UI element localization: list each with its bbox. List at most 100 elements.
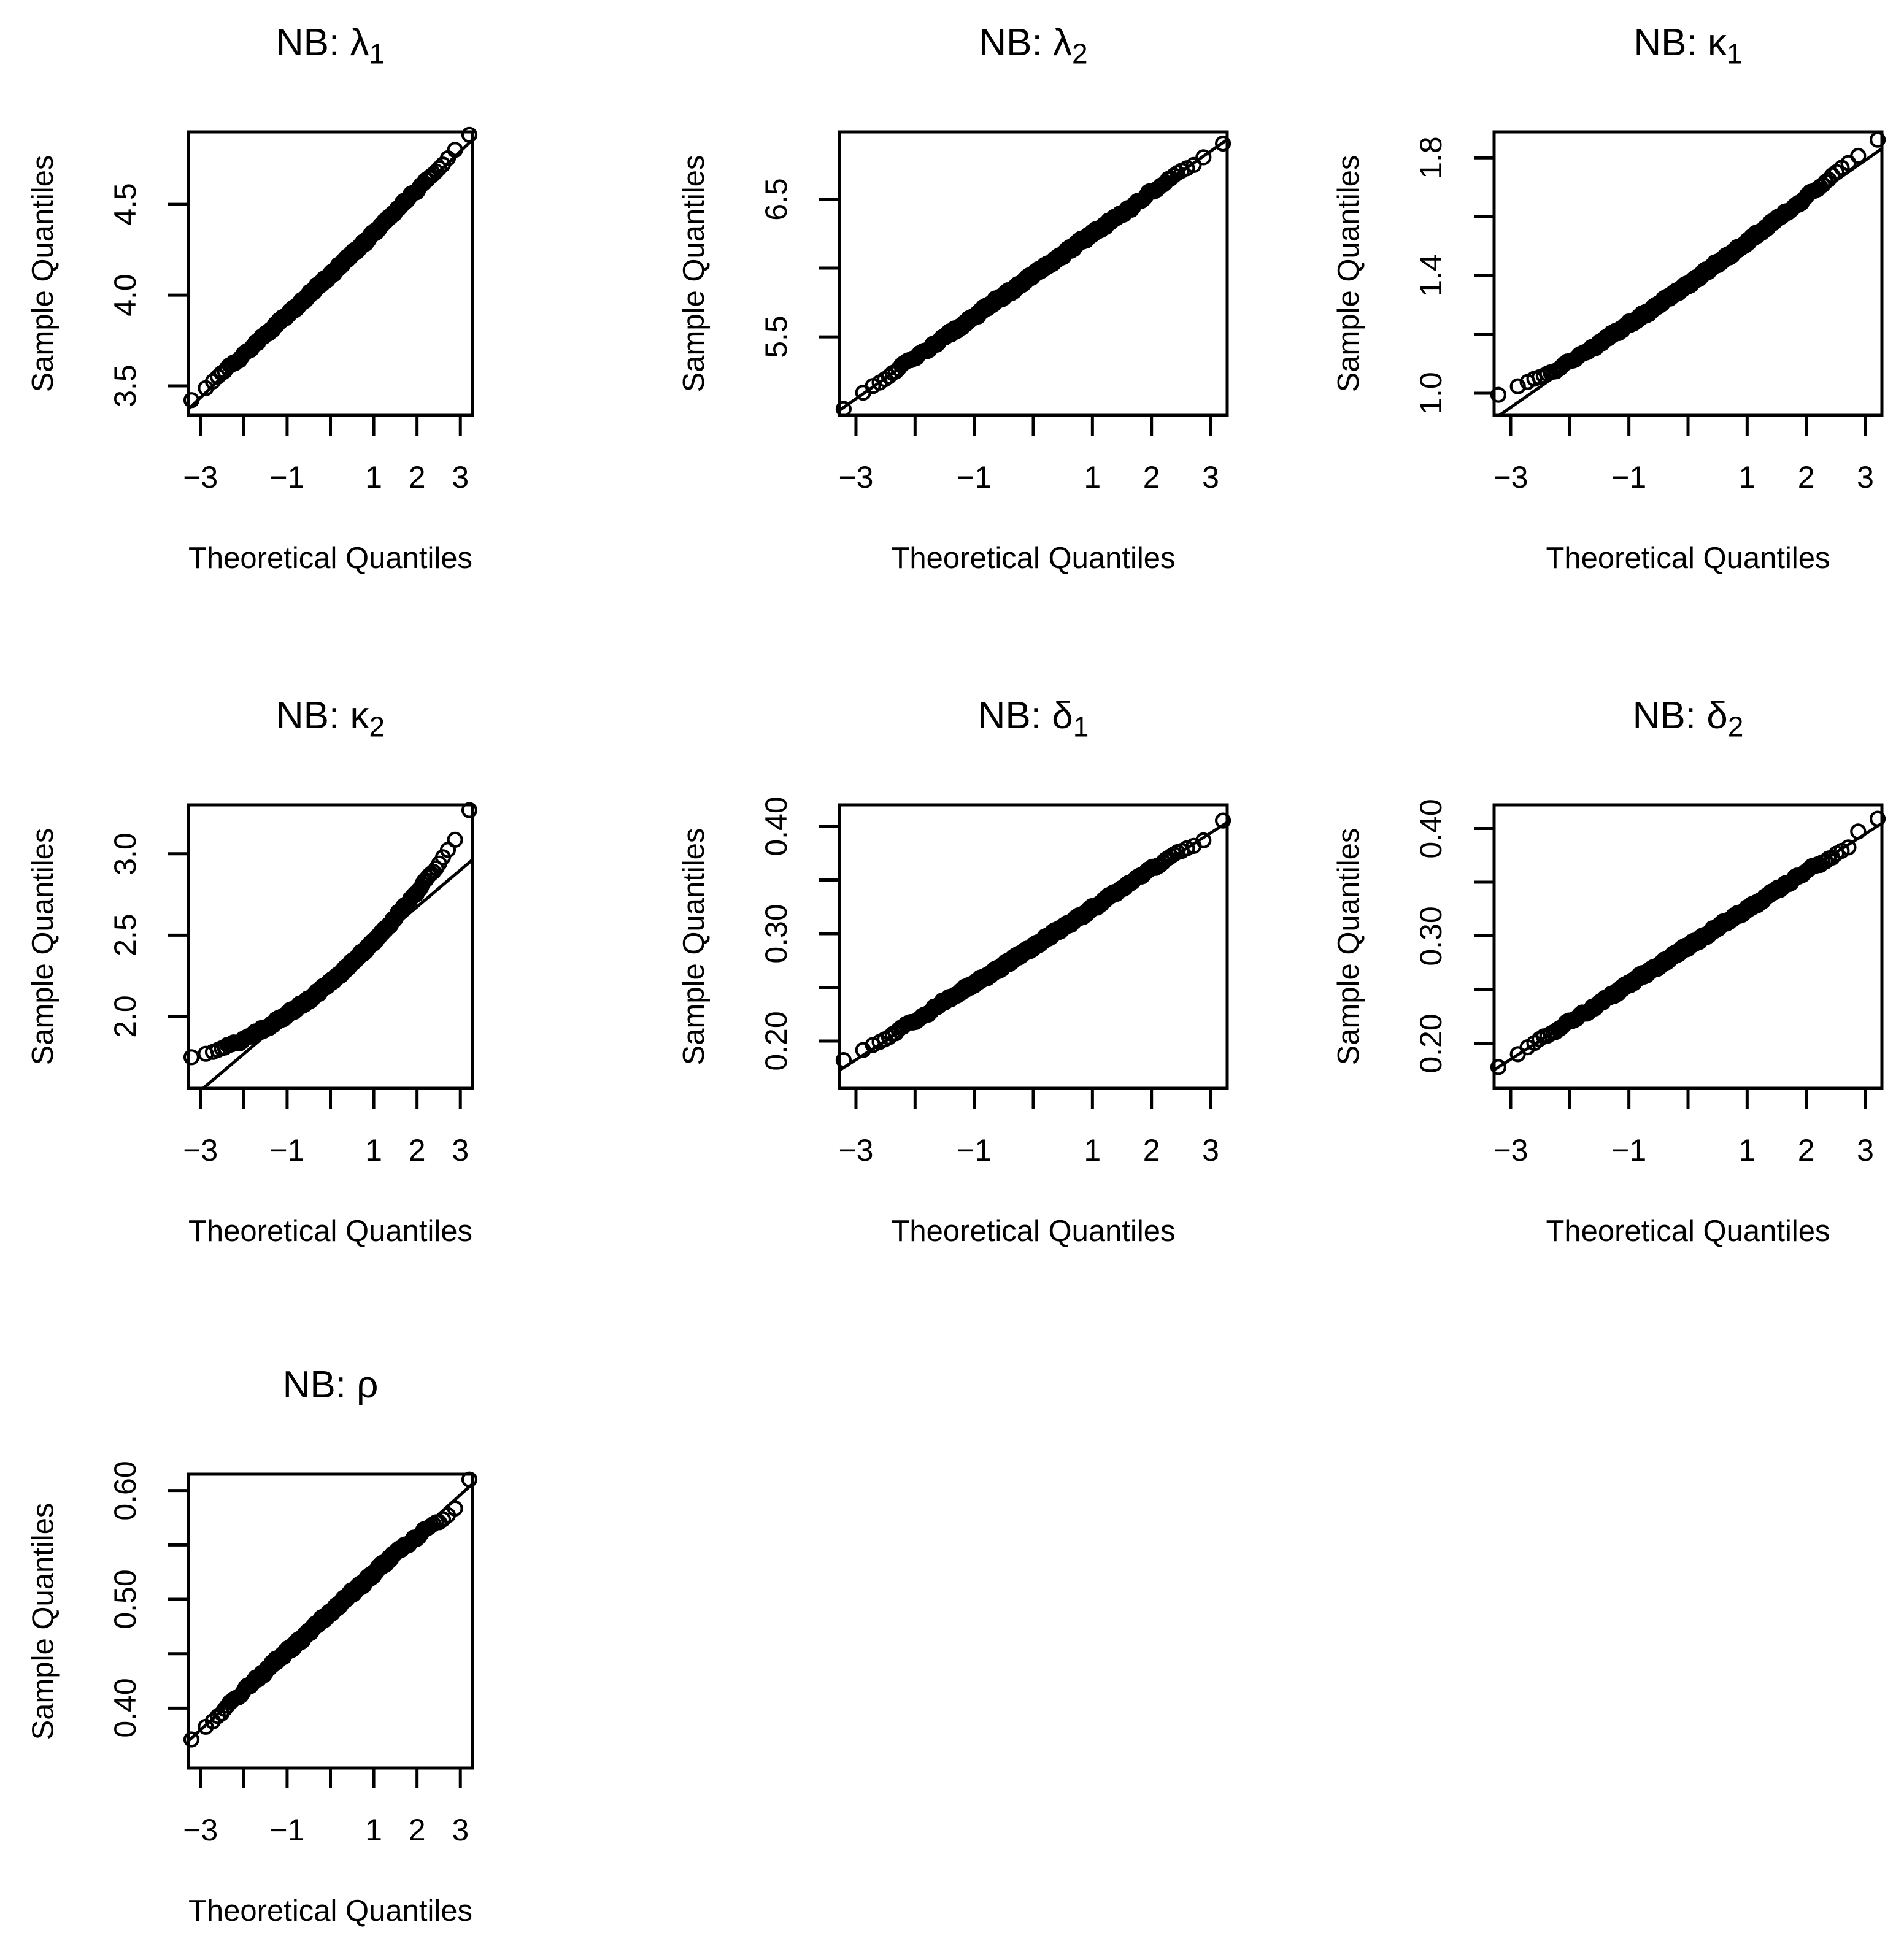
title-prefix: NB: — [1633, 21, 1708, 64]
y-tick-label: 0.30 — [1414, 905, 1448, 966]
y-axis-title: Sample Quantiles — [1332, 155, 1365, 393]
y-tick-label: 0.30 — [759, 904, 793, 964]
y-tick-label: 4.0 — [108, 274, 142, 317]
plot-frame — [838, 803, 1229, 1090]
x-tick-label: 1 — [1084, 460, 1101, 494]
x-tick-label: 2 — [408, 1133, 426, 1167]
x-axis-title: Theoretical Quantiles — [1546, 542, 1830, 575]
qq-plot-canvas — [168, 802, 478, 1109]
title-symbol: λ — [1053, 21, 1072, 64]
plot-title: NB: λ2 — [766, 18, 1301, 70]
plot-frame — [187, 803, 474, 1090]
x-tick-label: 2 — [408, 460, 426, 494]
x-tick-label: 1 — [1738, 460, 1756, 494]
qq-reference-line — [1497, 147, 1882, 415]
qq-plot-canvas — [168, 1471, 478, 1788]
qq-reference-line — [1494, 821, 1882, 1072]
x-tick-label: 3 — [452, 1813, 469, 1847]
title-symbol: κ — [350, 694, 369, 737]
x-tick-label: −1 — [269, 1133, 305, 1167]
x-tick-label: −1 — [957, 1133, 992, 1167]
x-tick-label: 1 — [1738, 1133, 1756, 1167]
x-tick-label: −3 — [838, 460, 874, 494]
title-prefix: NB: — [282, 1364, 357, 1406]
y-tick-label: 0.20 — [759, 1011, 793, 1071]
x-tick-label: −1 — [1611, 460, 1647, 494]
x-tick-label: 3 — [452, 1133, 469, 1167]
plot-frame — [187, 1472, 474, 1770]
x-tick-label: 1 — [365, 460, 382, 494]
y-axis-title: Sample Quantiles — [26, 155, 60, 393]
x-tick-label: −3 — [183, 460, 218, 494]
qq-points — [835, 812, 1231, 1069]
x-tick-label: 2 — [1143, 1133, 1160, 1167]
x-tick-label: 2 — [1797, 1133, 1815, 1167]
x-tick-label: 2 — [1143, 460, 1160, 494]
qq-plot-canvas — [1474, 130, 1886, 436]
title-prefix: NB: — [979, 21, 1053, 64]
qq-points — [183, 802, 478, 1066]
y-tick-label: 0.40 — [1414, 798, 1448, 859]
x-axis-title: Theoretical Quantiles — [1546, 1215, 1830, 1248]
qq-reference-line — [839, 138, 1227, 412]
x-tick-label: −1 — [269, 460, 305, 494]
title-symbol: κ — [1708, 21, 1727, 64]
x-tick-label: 3 — [1202, 1133, 1219, 1167]
title-subscript: 2 — [1727, 710, 1744, 743]
qq-plot-canvas — [1474, 803, 1886, 1109]
y-tick-label: 3.0 — [108, 832, 142, 875]
x-tick-label: 2 — [408, 1813, 426, 1847]
x-tick-label: −3 — [838, 1133, 874, 1167]
qq-reference-line — [839, 821, 1227, 1072]
y-tick-label: 3.5 — [108, 364, 142, 407]
qq-reference-line — [188, 139, 472, 410]
x-tick-label: −3 — [1493, 460, 1528, 494]
y-tick-label: 1.0 — [1414, 372, 1448, 415]
qq-points — [835, 135, 1231, 417]
title-subscript: 1 — [1073, 710, 1089, 743]
title-prefix: NB: — [276, 21, 350, 64]
plot-frame — [1492, 803, 1884, 1090]
x-axis-title: Theoretical Quantiles — [188, 1894, 472, 1928]
y-axis-title: Sample Quantiles — [677, 155, 711, 393]
plot-title: NB: κ1 — [1420, 18, 1904, 70]
y-tick-label: 1.8 — [1414, 136, 1448, 179]
x-tick-label: 3 — [1202, 460, 1219, 494]
title-subscript: 1 — [1727, 37, 1743, 70]
y-tick-label: 0.40 — [108, 1678, 142, 1739]
qq-reference-line — [201, 858, 472, 1088]
title-prefix: NB: — [1632, 694, 1707, 737]
plot-title: NB: λ1 — [115, 18, 546, 70]
y-tick-label: 0.40 — [759, 796, 793, 856]
title-subscript: 1 — [369, 37, 385, 70]
title-subscript: 2 — [1072, 37, 1088, 70]
qq-points — [183, 126, 478, 409]
x-tick-label: −1 — [957, 460, 992, 494]
qq-plot-canvas — [819, 130, 1231, 436]
x-tick-label: −1 — [269, 1813, 305, 1847]
title-subscript: 2 — [369, 710, 385, 743]
x-tick-label: 3 — [1857, 460, 1874, 494]
x-tick-label: 1 — [365, 1813, 382, 1847]
plot-title: NB: ρ — [115, 1361, 546, 1410]
qq-points — [183, 1471, 478, 1748]
y-tick-label: 4.5 — [108, 183, 142, 226]
x-tick-label: −3 — [1493, 1133, 1528, 1167]
x-tick-label: 3 — [1857, 1133, 1874, 1167]
title-symbol: δ — [1052, 694, 1073, 737]
y-tick-label: 1.4 — [1414, 254, 1448, 297]
y-tick-label: 0.50 — [108, 1569, 142, 1629]
x-tick-label: 1 — [1084, 1133, 1101, 1167]
y-axis-title: Sample Quantiles — [26, 828, 60, 1066]
plot-title: NB: κ2 — [115, 691, 546, 743]
x-tick-label: −1 — [1611, 1133, 1647, 1167]
plot-frame — [1492, 130, 1884, 417]
x-axis-title: Theoretical Quantiles — [891, 1215, 1176, 1248]
y-tick-label: 0.20 — [1414, 1013, 1448, 1074]
x-tick-label: 2 — [1797, 460, 1815, 494]
qq-points — [1490, 131, 1886, 403]
plot-title: NB: δ1 — [766, 691, 1301, 743]
y-tick-label: 6.5 — [759, 178, 793, 221]
qq-plot-canvas — [168, 126, 478, 436]
x-tick-label: 3 — [452, 460, 469, 494]
